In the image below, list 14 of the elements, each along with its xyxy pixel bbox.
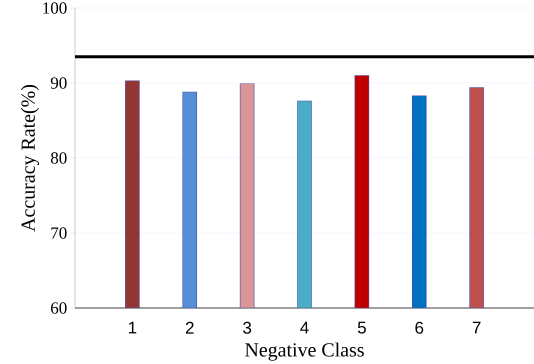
y-tick-label: 90 <box>50 77 67 89</box>
x-tick-label: 4 <box>300 322 309 334</box>
y-tick-label: 60 <box>51 302 67 314</box>
x-axis-title: Negative Class <box>245 342 364 361</box>
y-axis-title: Accuracy Rate(%) <box>20 85 39 232</box>
y-tick-label: 100 <box>43 2 67 14</box>
y-tick-label: 80 <box>50 152 67 164</box>
x-tick-label: 7 <box>472 322 480 334</box>
x-tick-label: 5 <box>358 322 366 334</box>
x-tick-label: 1 <box>128 322 136 334</box>
x-tick-label: 6 <box>415 322 424 334</box>
y-tick-label: 70 <box>51 227 67 239</box>
x-tick-label: 3 <box>243 322 252 334</box>
x-tick-label: 2 <box>186 322 194 334</box>
